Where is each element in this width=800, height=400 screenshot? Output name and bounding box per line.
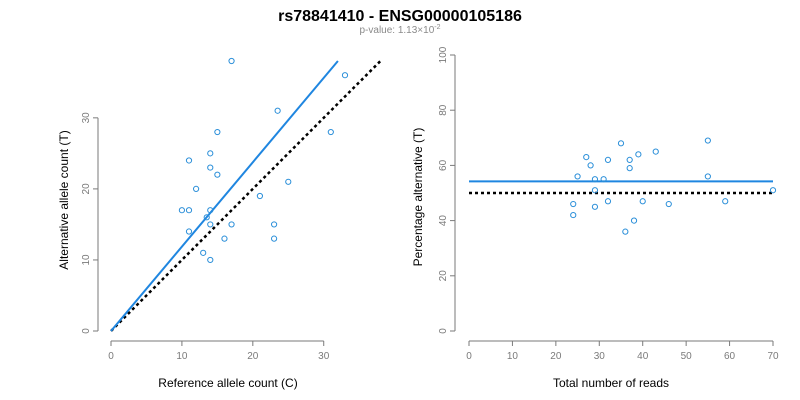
data-point (327, 128, 334, 136)
x-axis-label: Total number of reads (553, 376, 669, 390)
data-point (622, 228, 629, 235)
y-tick-label: 0 (81, 328, 92, 334)
data-point (228, 57, 235, 65)
data-point (587, 162, 594, 169)
y-axis-label: Percentage alternative (T) (411, 128, 425, 267)
data-point (270, 235, 278, 242)
data-point (214, 128, 221, 136)
data-point (274, 107, 281, 114)
data-point (207, 221, 214, 228)
chart-title: rs78841410 - ENSG00000105186 (278, 8, 522, 25)
data-point (207, 256, 214, 264)
data-point (630, 217, 638, 224)
data-point (652, 148, 659, 155)
data-point (704, 137, 711, 144)
allele-count-plot: 0 10 20 30 0 10 20 30 Reference allele count (C)… (57, 57, 382, 390)
y-tick-label: 100 (438, 46, 449, 63)
x-tick-label: 20 (247, 351, 259, 362)
reference-line (110, 60, 382, 332)
x-tick-label: 40 (637, 351, 649, 362)
pvalue-text: p-value: 1.13×10 (359, 25, 434, 36)
data-point (570, 200, 577, 208)
x-axis-label: Reference allele count (C) (158, 376, 297, 390)
data-point (203, 214, 210, 221)
data-point (228, 221, 235, 228)
data-point (704, 173, 711, 180)
data-point (591, 187, 599, 194)
data-point (185, 228, 193, 235)
y-tick-label: 20 (81, 183, 92, 195)
data-point (285, 178, 292, 185)
data-point (570, 211, 577, 219)
data-point (583, 154, 590, 161)
data-point (221, 235, 228, 242)
data-point (185, 157, 193, 164)
data-point (617, 140, 625, 147)
data-point (626, 165, 633, 172)
y-tick-label: 40 (438, 215, 449, 227)
x-tick-label: 30 (318, 351, 330, 362)
x-tick-label: 30 (594, 351, 606, 362)
y-tick-label: 80 (438, 104, 449, 116)
x-tick-label: 10 (507, 351, 519, 362)
x-tick-label: 60 (724, 351, 736, 362)
x-tick-label: 70 (767, 351, 779, 362)
data-point (192, 185, 200, 192)
data-point (604, 198, 612, 205)
data-point (200, 249, 207, 256)
x-tick-label: 20 (550, 351, 562, 362)
data-point (214, 171, 221, 178)
y-axis-label: Alternative allele count (T) (57, 130, 71, 269)
x-tick-label: 10 (176, 351, 188, 362)
data-point (722, 198, 729, 205)
x-tick-label: 50 (681, 351, 693, 362)
y-tick-label: 60 (438, 159, 449, 171)
data-point (591, 203, 599, 210)
y-tick-label: 30 (81, 112, 92, 124)
data-point (639, 198, 646, 205)
data-point (600, 176, 607, 183)
data-point (207, 150, 214, 157)
data-point (665, 200, 672, 208)
pvalue-subtitle: p-value: 1.13×10-2 (359, 24, 440, 36)
data-point (574, 173, 581, 180)
data-point (207, 164, 214, 171)
percentage-alternative-plot: 0 10 20 30 40 50 60 70 0 20 40 60 80 100 Total number … (411, 46, 779, 390)
data-point (604, 156, 612, 163)
data-point (626, 156, 633, 163)
pvalue-exponent: -2 (434, 24, 440, 31)
data-point (341, 72, 349, 79)
x-tick-label: 0 (466, 351, 472, 362)
data-point (270, 221, 278, 228)
data-point (769, 187, 777, 194)
y-tick-label: 0 (438, 328, 449, 334)
data-point (207, 207, 214, 214)
data-point (591, 176, 599, 183)
x-tick-label: 0 (108, 351, 114, 362)
fit-line (110, 60, 339, 332)
data-point (185, 207, 193, 214)
data-point (256, 192, 264, 200)
y-tick-label: 10 (81, 254, 92, 266)
data-point (635, 151, 642, 158)
y-tick-label: 20 (438, 270, 449, 282)
data-point (178, 207, 186, 214)
